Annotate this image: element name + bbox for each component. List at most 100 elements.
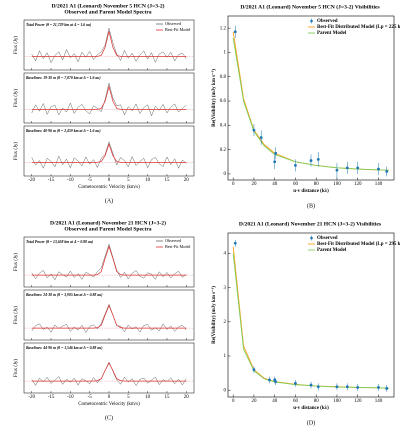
plot-frame — [227, 232, 395, 398]
observed-spectrum — [31, 243, 187, 281]
data-point — [233, 241, 237, 245]
model-spectrum — [31, 85, 187, 110]
data-point — [335, 385, 339, 389]
plot-frame — [23, 342, 195, 394]
model-line — [232, 246, 389, 389]
panel-label: Baselines: 40-96 m (θ = 2,459 km at Δ = … — [25, 129, 101, 133]
chart-title: D/2021 A1 (Leonard) November 5 HCN (J=3-… — [51, 2, 164, 9]
x-tick-label: 20 — [184, 178, 190, 183]
y-tick-label: 0.8 — [220, 75, 227, 80]
model-line — [232, 253, 389, 389]
data-point — [294, 164, 297, 167]
data-point — [377, 386, 380, 389]
observed-spectrum — [31, 303, 187, 334]
observed-spectrum — [31, 361, 187, 387]
plot-frame — [23, 72, 195, 124]
x-tick-label: 0 — [108, 178, 111, 183]
x-tick-label: 0 — [108, 395, 111, 400]
model-spectrum — [31, 304, 187, 329]
data-point — [274, 380, 278, 384]
chart-title: D/2021 A1 (Leonard) November 5 HCN (J=3-… — [240, 3, 380, 10]
legend-label: Observed — [165, 21, 182, 26]
x-tick-label: 5 — [127, 395, 130, 400]
chart-title: D/2021 A1 (Leonard) November 21 HCN (J=3… — [239, 220, 382, 227]
legend-label: Best-Fit Model — [165, 27, 191, 32]
y-tick-label: 0.2 — [220, 148, 227, 153]
data-point — [316, 385, 320, 389]
x-tick-label: -10 — [67, 395, 74, 400]
data-point — [309, 383, 313, 387]
data-point — [268, 378, 271, 382]
y-axis-label: Re(Visibility) (mJy km s⁻¹) — [211, 69, 217, 127]
panel-label: Baselines: 44-96 m (θ = 1,546 km at Δ = … — [25, 346, 103, 350]
data-point — [294, 381, 297, 385]
x-axis-label: Cometocentric Velocity (km/s) — [78, 185, 140, 190]
y-tick-label: 0 — [224, 172, 227, 177]
y-tick-label: 4 — [224, 252, 227, 257]
data-point — [377, 167, 380, 171]
x-tick-label: -10 — [67, 178, 74, 183]
caption: (B) — [307, 202, 315, 209]
panel-label: Baselines: 19-30 m (θ = 7,870 km at Δ = … — [25, 76, 101, 80]
plot-frame — [23, 125, 195, 177]
y-tick-label: 2 — [224, 320, 227, 325]
model-line — [232, 31, 389, 171]
data-point — [274, 151, 278, 155]
x-tick-label: 100 — [333, 182, 341, 187]
legend-label: Observed — [317, 236, 338, 241]
panel-label: Total Power (θ = 13,658 km at Δ = 0.88 a… — [26, 240, 94, 244]
x-tick-label: 120 — [354, 399, 362, 404]
legend-label: Parent Model — [317, 248, 347, 253]
x-tick-label: 140 — [375, 399, 383, 404]
caption: (C) — [105, 414, 113, 421]
data-point — [259, 136, 263, 139]
legend-label: Parent Model — [317, 31, 347, 36]
x-tick-label: -20 — [28, 178, 35, 183]
x-tick-label: 80 — [314, 182, 320, 187]
x-tick-label: -15 — [48, 395, 55, 400]
y-tick-label: 0.4 — [220, 123, 227, 128]
x-tick-label: 20 — [184, 395, 190, 400]
legend-label: Best-Fit Distributed Model (Lp = 295 km) — [317, 242, 400, 247]
legend-label: Best-Fit Model — [165, 244, 191, 249]
x-axis-label: Cometocentric Velocity (km/s) — [78, 402, 140, 407]
panel-label: Total Power (θ = 21,729 km at Δ = 1.6 au… — [26, 23, 92, 27]
model-spectrum — [31, 31, 187, 57]
x-tick-label: -5 — [88, 395, 93, 400]
x-axis-label: u-v distance (kλ) — [293, 189, 329, 194]
data-point — [356, 386, 360, 389]
data-point — [252, 368, 256, 372]
x-tick-label: 15 — [164, 178, 170, 183]
y-tick-label: 1 — [224, 51, 227, 56]
data-point — [233, 30, 237, 34]
y-axis-label: Flux (Jy) — [14, 253, 19, 272]
caption: (A) — [105, 197, 113, 204]
legend-label: Best-Fit Distributed Model (Lp = 225 km) — [317, 25, 400, 30]
data-point — [385, 170, 389, 173]
y-tick-label: 0.6 — [220, 99, 227, 104]
legend-label: Observed — [317, 19, 338, 24]
y-axis-label: Flux (Jy) — [14, 359, 19, 378]
x-tick-label: 60 — [293, 399, 299, 404]
x-tick-label: 40 — [272, 399, 278, 404]
x-tick-label: 10 — [145, 395, 151, 400]
x-tick-label: 5 — [127, 178, 130, 183]
legend-swatch — [310, 236, 313, 240]
plot-frame — [23, 289, 195, 341]
x-tick-label: 0 — [232, 399, 235, 404]
x-tick-label: 15 — [164, 395, 170, 400]
model-spectrum — [31, 362, 187, 382]
caption: (D) — [307, 419, 315, 426]
y-axis-label: Flux (Jy) — [14, 306, 19, 325]
x-tick-label: 120 — [354, 182, 362, 187]
x-tick-label: 80 — [314, 399, 320, 404]
data-point — [252, 128, 256, 132]
data-point — [309, 159, 313, 162]
x-tick-label: 0 — [232, 182, 235, 187]
observed-spectrum — [31, 82, 187, 117]
data-point — [345, 385, 349, 389]
x-tick-label: 20 — [251, 399, 257, 404]
model-spectrum — [31, 245, 187, 276]
chart-title: Observed and Parent Model Spectra — [64, 9, 151, 15]
